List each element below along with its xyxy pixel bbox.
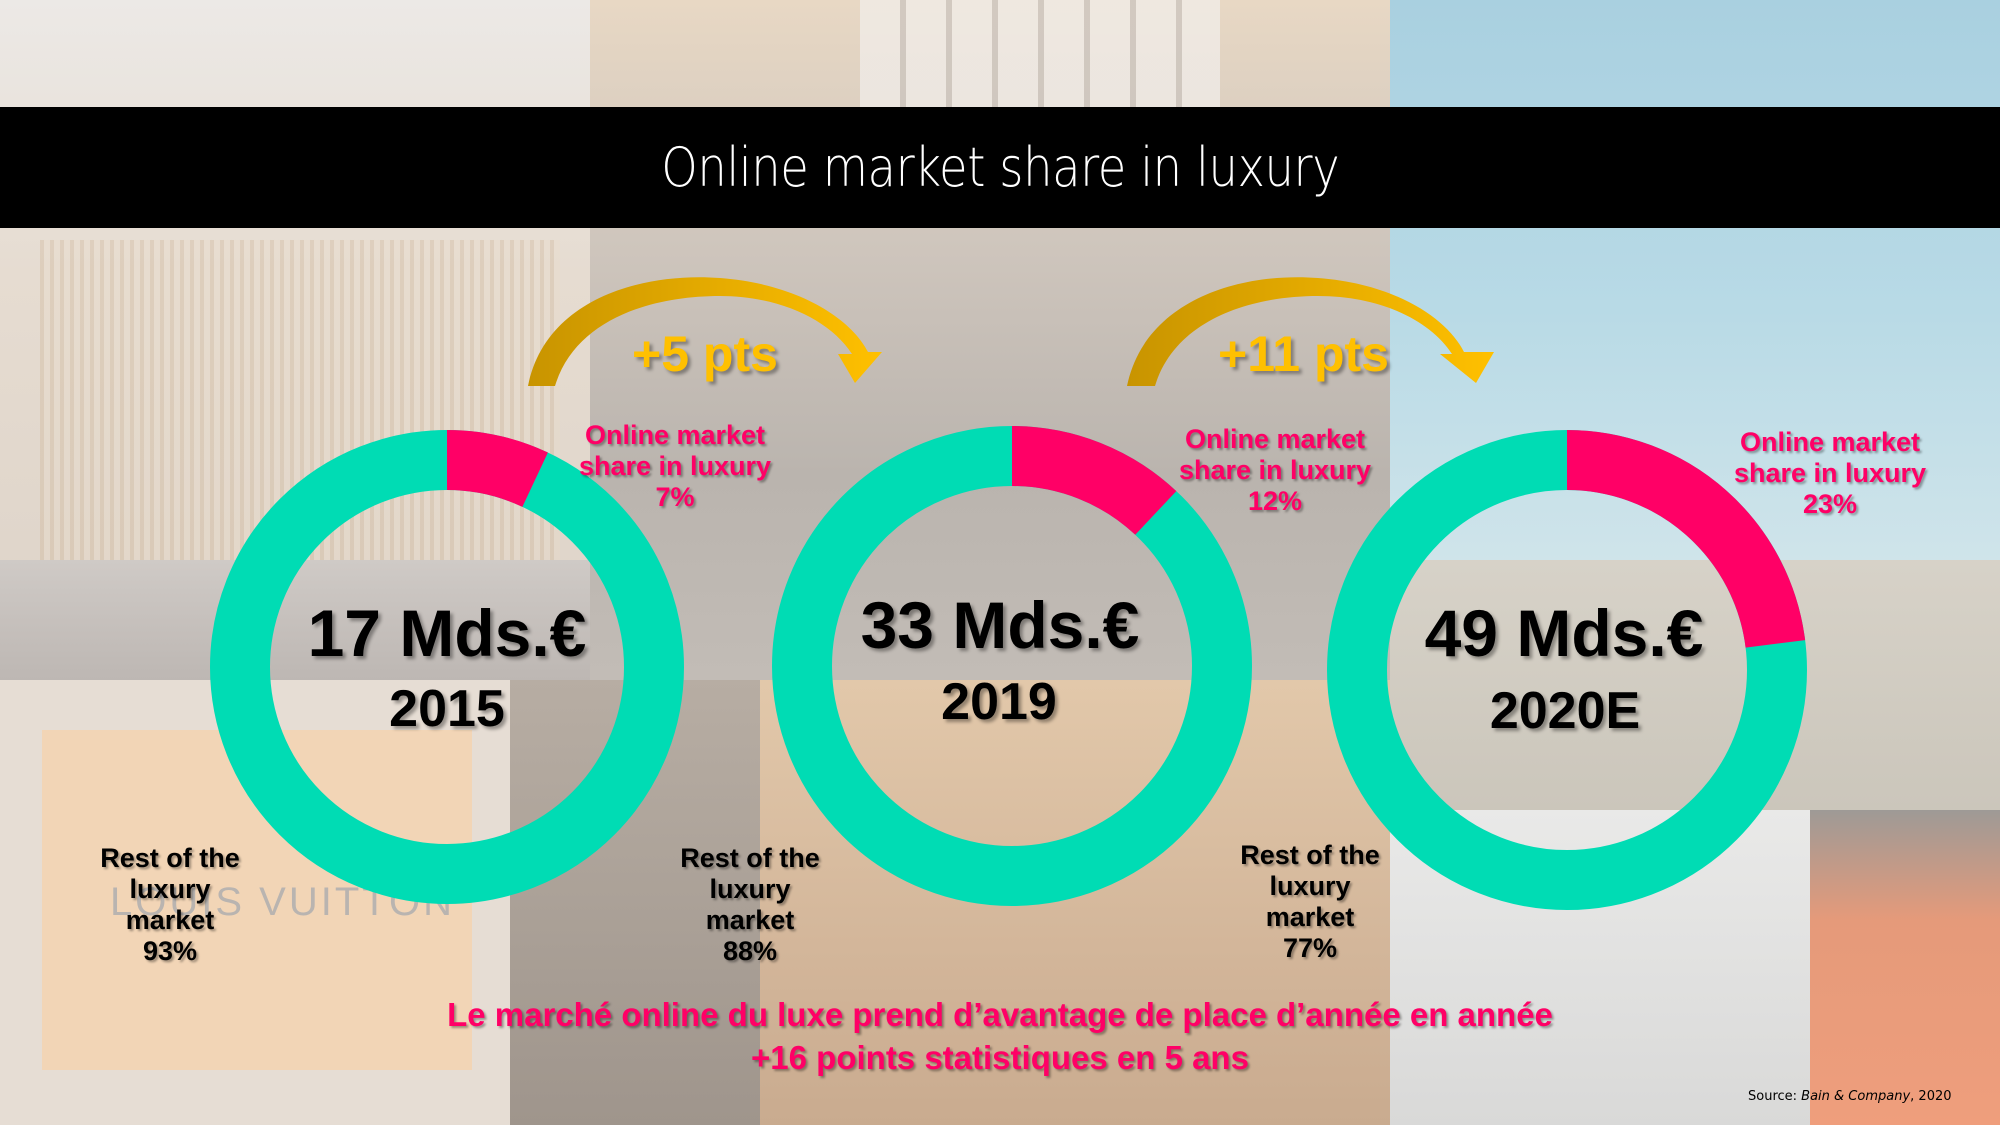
donut-2019-online-segment xyxy=(772,426,1252,906)
rest-pct: 93% xyxy=(142,936,198,967)
online-pct: 7% xyxy=(655,482,695,513)
source-prefix: Source: xyxy=(1748,1089,1802,1104)
background-photo-street xyxy=(0,560,590,680)
rest-label-line1: Rest of the xyxy=(680,843,820,873)
online-label-line1: Online market xyxy=(1739,427,1921,457)
conclusion-text: Le marché online du luxe prend d’avantag… xyxy=(300,994,1700,1080)
online-label-2019: Online market share in luxury 12% xyxy=(1160,424,1390,517)
conclusion-line2: +16 points statistiques en 5 ans xyxy=(751,1038,1249,1076)
rest-pct: 88% xyxy=(722,936,778,967)
rest-label-line3: market xyxy=(125,905,215,936)
amount-2020e: 49 Mds.€ xyxy=(1424,596,1704,670)
donut-2019 xyxy=(772,426,1252,906)
delta-label-1: +5 pts xyxy=(632,326,778,382)
rest-label-line1: Rest of the xyxy=(1240,840,1380,870)
online-label-line2: share in luxury xyxy=(1178,455,1372,486)
donut-2015-online-segment xyxy=(210,430,684,904)
online-pct: 23% xyxy=(1802,489,1858,520)
rest-label-line2: luxury xyxy=(1269,871,1351,902)
rest-label-line2: luxury xyxy=(129,874,211,905)
background-photo-windows xyxy=(860,0,1220,110)
year-2015: 2015 xyxy=(389,680,505,738)
rest-label-2020e: Rest of the luxury market 77% xyxy=(1210,840,1410,964)
online-label-line1: Online market xyxy=(584,420,766,450)
source-suffix: , 2020 xyxy=(1910,1089,1952,1104)
background-photo-chanel-perfume xyxy=(760,680,1390,1125)
amount-2019: 33 Mds.€ xyxy=(860,588,1140,662)
rest-label-line1: Rest of the xyxy=(100,843,240,873)
online-label-line1: Online market xyxy=(1184,424,1366,454)
donut-2020e xyxy=(1327,430,1807,910)
rest-label-line2: luxury xyxy=(709,874,791,905)
donut-2020e-online-segment xyxy=(1327,430,1807,910)
delta-label-2: +11 pts xyxy=(1218,326,1389,382)
source-note: Source: Bain & Company, 2020 xyxy=(1748,1089,1952,1104)
donut-2019-rest-segment xyxy=(772,426,1252,906)
background-photo-hermes-orange xyxy=(1810,810,2000,1125)
online-label-line2: share in luxury xyxy=(1733,458,1927,489)
background-photo-field xyxy=(1390,560,2000,810)
year-2020e: 2020E xyxy=(1489,682,1641,740)
growth-arrow-1 xyxy=(528,277,882,386)
online-label-2020e: Online market share in luxury 23% xyxy=(1715,427,1945,520)
year-2019: 2019 xyxy=(941,673,1057,731)
donut-2015 xyxy=(210,430,684,904)
source-name: Bain & Company xyxy=(1801,1089,1911,1104)
growth-arrow-2 xyxy=(1127,277,1494,386)
rest-label-line3: market xyxy=(1265,902,1355,933)
online-label-2015: Online market share in luxury 7% xyxy=(560,420,790,513)
rest-label-2019: Rest of the luxury market 88% xyxy=(650,843,850,967)
rest-label-2015: Rest of the luxury market 93% xyxy=(70,843,270,967)
slide-title: Online market share in luxury xyxy=(660,136,1340,199)
rest-pct: 77% xyxy=(1282,933,1338,964)
title-bar: Online market share in luxury xyxy=(0,107,2000,228)
online-pct: 12% xyxy=(1247,486,1303,517)
rest-label-line3: market xyxy=(705,905,795,936)
amount-2015: 17 Mds.€ xyxy=(307,596,587,670)
conclusion-line1: Le marché online du luxe prend d’avantag… xyxy=(447,996,1553,1033)
online-label-line2: share in luxury xyxy=(578,451,772,482)
